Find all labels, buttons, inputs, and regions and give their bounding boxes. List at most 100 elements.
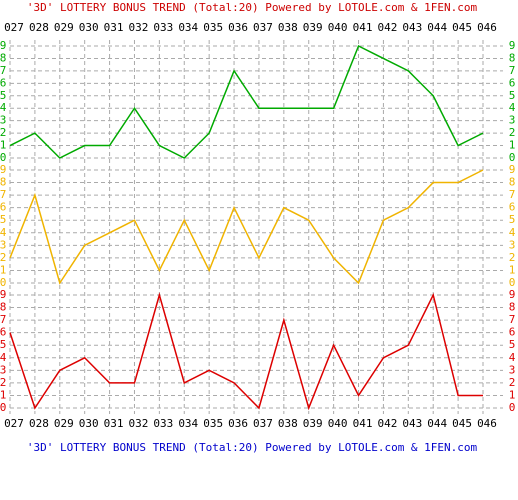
x-tick-label-top: 031 [104,21,124,34]
x-tick-label-bottom: 035 [203,417,223,430]
x-tick-label-bottom: 045 [452,417,472,430]
y-tick-label-right: 9 [509,288,516,301]
x-tick-label-top: 043 [402,21,422,34]
y-tick-label-left: 2 [0,376,6,389]
y-tick-label-right: 5 [509,213,516,226]
x-tick-label-bottom: 044 [427,417,447,430]
y-tick-label-right: 4 [509,101,516,114]
x-tick-label-top: 041 [353,21,373,34]
x-tick-label-top: 042 [377,21,397,34]
x-tick-label-bottom: 028 [29,417,49,430]
x-tick-label-bottom: 034 [178,417,198,430]
x-tick-label-top: 046 [477,21,497,34]
x-tick-label-top: 045 [452,21,472,34]
y-tick-label-right: 3 [509,238,516,251]
y-tick-label-left: 1 [0,388,6,401]
y-tick-label-right: 2 [509,376,516,389]
y-tick-label-left: 0 [0,151,6,164]
y-tick-label-left: 8 [0,301,6,314]
trend-line [9,292,483,411]
y-tick-label-right: 0 [509,151,516,164]
x-tick-label-top: 037 [253,21,273,34]
x-tick-label-top: 027 [4,21,24,34]
x-tick-label-bottom: 027 [4,417,24,430]
y-tick-label-left: 7 [0,313,6,326]
y-tick-label-right: 8 [509,176,516,189]
y-tick-label-left: 8 [0,176,6,189]
y-tick-label-right: 0 [509,401,516,414]
y-tick-label-left: 5 [0,213,6,226]
y-tick-label-left: 6 [0,326,6,339]
y-tick-label-right: 1 [509,263,516,276]
y-tick-label-right: 7 [509,313,516,326]
y-tick-label-left: 6 [0,76,6,89]
y-tick-label-right: 0 [509,276,516,289]
x-tick-label-top: 032 [129,21,149,34]
x-tick-label-top: 028 [29,21,49,34]
x-tick-label-bottom: 042 [377,417,397,430]
y-tick-label-right: 6 [509,326,516,339]
y-tick-label-right: 6 [509,76,516,89]
y-tick-label-right: 9 [509,39,516,52]
y-tick-label-left: 1 [0,139,6,152]
y-tick-label-left: 8 [0,51,6,64]
y-tick-label-left: 5 [0,89,6,102]
y-tick-label-right: 1 [509,139,516,152]
x-tick-label-top: 040 [328,21,348,34]
x-tick-label-bottom: 037 [253,417,273,430]
x-tick-label-top: 033 [153,21,173,34]
x-tick-label-bottom: 046 [477,417,497,430]
chart-title: '3D' LOTTERY BONUS TREND (Total:20) Powe… [27,1,478,14]
y-tick-label-right: 8 [509,51,516,64]
x-tick-label-top: 029 [54,21,74,34]
y-tick-label-left: 3 [0,363,6,376]
y-tick-label-right: 6 [509,201,516,214]
chart-footer-title: '3D' LOTTERY BONUS TREND (Total:20) Powe… [27,441,478,454]
x-tick-label-top: 044 [427,21,447,34]
y-tick-label-left: 0 [0,276,6,289]
x-tick-label-bottom: 036 [228,417,248,430]
y-tick-label-right: 4 [509,226,516,239]
x-tick-label-bottom: 041 [353,417,373,430]
y-tick-label-right: 5 [509,338,516,351]
x-tick-label-bottom: 033 [153,417,173,430]
x-tick-label-bottom: 043 [402,417,422,430]
y-tick-label-right: 3 [509,363,516,376]
y-tick-label-right: 9 [509,163,516,176]
x-tick-label-bottom: 039 [303,417,323,430]
y-tick-label-left: 3 [0,238,6,251]
y-tick-label-left: 9 [0,39,6,52]
y-tick-label-left: 6 [0,201,6,214]
y-tick-label-left: 4 [0,351,7,364]
x-tick-label-top: 039 [303,21,323,34]
y-tick-label-left: 4 [0,226,7,239]
x-tick-label-bottom: 038 [278,417,298,430]
x-tick-label-bottom: 032 [129,417,149,430]
y-tick-label-left: 7 [0,64,6,77]
x-tick-label-top: 038 [278,21,298,34]
x-tick-label-bottom: 029 [54,417,74,430]
trend-line [9,169,484,285]
x-tick-label-top: 030 [79,21,99,34]
x-tick-label-top: 035 [203,21,223,34]
y-tick-label-left: 2 [0,126,6,139]
x-tick-label-bottom: 031 [104,417,124,430]
x-tick-label-bottom: 030 [79,417,99,430]
y-tick-label-left: 2 [0,251,6,264]
y-tick-label-left: 9 [0,288,6,301]
y-tick-label-right: 1 [509,388,516,401]
x-tick-label-top: 034 [178,21,198,34]
trend-line [9,44,484,159]
y-tick-label-right: 2 [509,251,516,264]
x-tick-label-top: 036 [228,21,248,34]
y-tick-label-left: 7 [0,188,6,201]
y-tick-label-left: 5 [0,338,6,351]
y-tick-label-right: 3 [509,114,516,127]
y-tick-label-right: 7 [509,64,516,77]
y-tick-label-right: 4 [509,351,516,364]
y-tick-label-left: 9 [0,163,6,176]
y-tick-label-left: 0 [0,401,6,414]
y-tick-label-right: 8 [509,301,516,314]
x-tick-label-bottom: 040 [328,417,348,430]
